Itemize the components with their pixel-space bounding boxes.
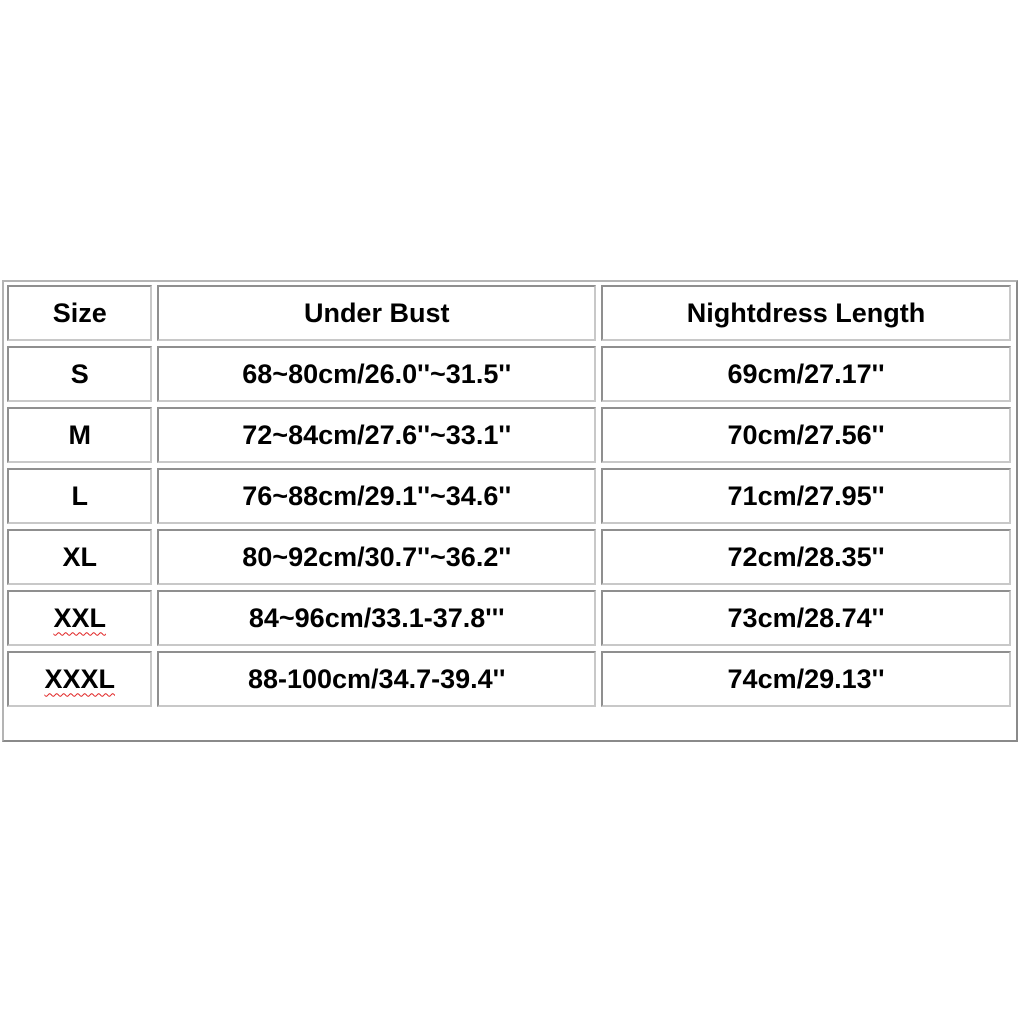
under-bust-cell: 72~84cm/27.6''~33.1'' (157, 407, 597, 463)
under-bust-cell: 76~88cm/29.1''~34.6'' (157, 468, 597, 524)
under-bust-cell-text: 88-100cm/34.7-39.4'' (247, 663, 506, 694)
size-cell-text: XXXL (44, 663, 115, 694)
under-bust-cell-text: 80~92cm/30.7''~36.2'' (242, 541, 512, 572)
table-row: XXL 84~96cm/33.1-37.8''' 73cm/28.74'' (7, 590, 1011, 646)
table-row: M 72~84cm/27.6''~33.1'' 70cm/27.56'' (7, 407, 1011, 463)
under-bust-cell-text: 84~96cm/33.1-37.8''' (248, 602, 505, 633)
under-bust-cell-text: 68~80cm/26.0''~31.5'' (242, 358, 512, 389)
under-bust-cell: 80~92cm/30.7''~36.2'' (157, 529, 597, 585)
size-chart-table: Size Under Bust Nightdress Length S 68~80… (2, 280, 1018, 742)
under-bust-cell: 84~96cm/33.1-37.8''' (157, 590, 597, 646)
size-cell-text: XXL (53, 602, 106, 633)
length-cell: 70cm/27.56'' (601, 407, 1011, 463)
size-cell-text: M (68, 419, 91, 450)
length-cell: 69cm/27.17'' (601, 346, 1011, 402)
under-bust-cell-text: 76~88cm/29.1''~34.6'' (242, 480, 512, 511)
size-cell-text: S (70, 358, 89, 389)
header-nightdress-length: Nightdress Length (601, 285, 1011, 341)
under-bust-cell: 88-100cm/34.7-39.4'' (157, 651, 597, 707)
table-row: XL 80~92cm/30.7''~36.2'' 72cm/28.35'' (7, 529, 1011, 585)
length-cell-text: 70cm/27.56'' (727, 419, 885, 450)
size-cell-text: XL (62, 541, 97, 572)
length-cell: 72cm/28.35'' (601, 529, 1011, 585)
length-cell: 71cm/27.95'' (601, 468, 1011, 524)
length-cell-text: 71cm/27.95'' (727, 480, 885, 511)
length-cell-text: 74cm/29.13'' (727, 663, 885, 694)
under-bust-cell-text: 72~84cm/27.6''~33.1'' (242, 419, 512, 450)
header-under-bust: Under Bust (157, 285, 597, 341)
size-cell-text: L (71, 480, 88, 511)
table-row: XXXL 88-100cm/34.7-39.4'' 74cm/29.13'' (7, 651, 1011, 707)
size-cell: S (7, 346, 153, 402)
length-cell: 73cm/28.74'' (601, 590, 1011, 646)
table-row: L 76~88cm/29.1''~34.6'' 71cm/27.95'' (7, 468, 1011, 524)
size-cell: XL (7, 529, 153, 585)
size-table: Size Under Bust Nightdress Length S 68~80… (2, 280, 1016, 712)
length-cell-text: 69cm/27.17'' (727, 358, 885, 389)
header-size: Size (7, 285, 153, 341)
size-cell: XXL (7, 590, 153, 646)
length-cell-text: 72cm/28.35'' (727, 541, 885, 572)
size-cell: XXXL (7, 651, 153, 707)
length-cell: 74cm/29.13'' (601, 651, 1011, 707)
header-row: Size Under Bust Nightdress Length (7, 285, 1011, 341)
size-cell: L (7, 468, 153, 524)
table-row: S 68~80cm/26.0''~31.5'' 69cm/27.17'' (7, 346, 1011, 402)
under-bust-cell: 68~80cm/26.0''~31.5'' (157, 346, 597, 402)
size-cell: M (7, 407, 153, 463)
length-cell-text: 73cm/28.74'' (727, 602, 885, 633)
